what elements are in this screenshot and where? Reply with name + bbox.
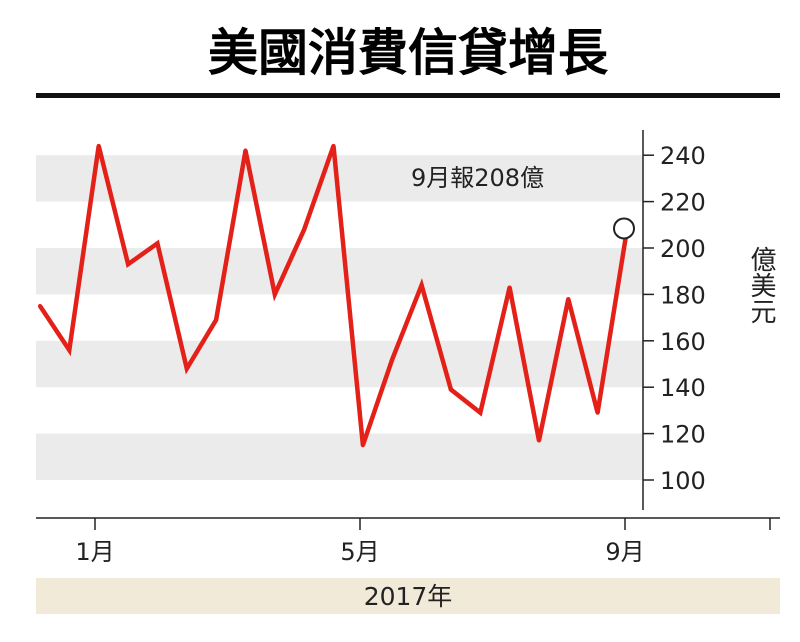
data-point-16: [507, 285, 512, 290]
title-rule: [36, 93, 780, 98]
y-tick-label-200: 200: [660, 235, 706, 263]
data-point-9: [302, 227, 307, 232]
background-bands: [36, 155, 643, 480]
year-footer-band: [36, 578, 780, 614]
x-axis: 1月 5月 9月: [75, 518, 771, 566]
data-point-12: [390, 357, 395, 362]
band-100-120: [36, 433, 643, 480]
y-axis-label: 億美元: [746, 246, 776, 324]
data-point-18: [566, 297, 571, 302]
y-tick-label-100: 100: [660, 467, 706, 495]
data-point-13: [419, 283, 424, 288]
data-point-19: [595, 410, 600, 415]
y-tick-label-220: 220: [660, 189, 706, 217]
data-point-14: [448, 387, 453, 392]
annotation-label: 9月報208億: [411, 164, 544, 192]
highlight-marker: [613, 217, 635, 240]
data-point-4: [155, 241, 160, 246]
data-point-15: [478, 410, 483, 415]
data-point-17: [536, 438, 541, 443]
data-point-10: [331, 143, 336, 148]
data-point-5: [184, 366, 189, 371]
data-point-8: [272, 292, 277, 297]
series-points: [38, 143, 629, 448]
y-axis: 100 120 140 160 180 200 220 240: [643, 142, 706, 495]
data-point-3: [126, 262, 131, 267]
data-point-11: [360, 443, 365, 448]
data-point-0: [38, 304, 42, 308]
x-tick-label-2: 9月: [605, 538, 644, 566]
data-point-2: [96, 143, 101, 148]
y-tick-label-160: 160: [660, 328, 706, 356]
data-point-1: [67, 348, 72, 353]
data-point-6: [214, 317, 219, 322]
y-tick-label-140: 140: [660, 374, 706, 402]
x-tick-label-1: 5月: [340, 538, 379, 566]
chart-title: 美國消費信貸增長: [208, 23, 609, 82]
y-tick-label-240: 240: [660, 142, 706, 170]
band-140-160: [36, 340, 643, 388]
year-footer-label: 2017年: [364, 582, 453, 611]
data-point-7: [243, 148, 248, 153]
y-tick-label-180: 180: [660, 281, 706, 309]
y-tick-label-120: 120: [660, 421, 706, 449]
x-tick-label-0: 1月: [75, 538, 114, 566]
